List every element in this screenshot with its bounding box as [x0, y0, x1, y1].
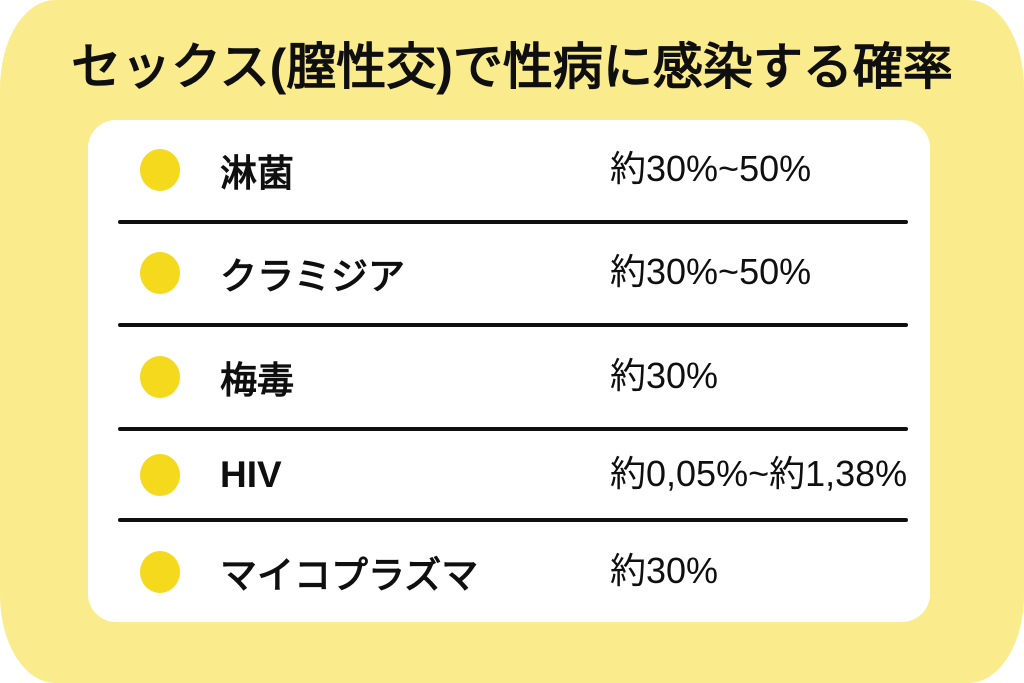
table-row: 淋菌 約30%~50%	[88, 120, 930, 220]
disease-name: 梅毒	[220, 359, 294, 401]
row-divider	[118, 426, 908, 431]
table-row: マイコプラズマ 約30%	[88, 522, 930, 622]
table-row: クラミジア 約30%~50%	[88, 224, 930, 324]
page-title: セックス(膣性交)で性病に感染する確率	[71, 39, 953, 95]
row-divider	[118, 219, 908, 224]
bullet-dot-icon	[140, 252, 180, 295]
disease-name: HIV	[220, 453, 282, 495]
disease-name: マイコプラズマ	[220, 555, 479, 597]
row-divider	[118, 323, 908, 328]
infection-rate: 約30%	[610, 550, 719, 592]
infection-rate: 約30%~50%	[610, 147, 812, 189]
bullet-dot-icon	[140, 355, 180, 398]
infection-rate: 約30%	[610, 354, 719, 396]
bullet-dot-icon	[140, 551, 180, 594]
infection-rate: 約0,05%~約1,38%	[610, 452, 908, 494]
disease-name: クラミジア	[220, 256, 405, 298]
bullet-dot-icon	[140, 148, 180, 191]
table-row: HIV 約0,05%~約1,38%	[88, 431, 930, 519]
bullet-dot-icon	[140, 453, 180, 496]
row-divider	[118, 518, 908, 523]
infection-rate: 約30%~50%	[610, 251, 812, 293]
rates-table-card: 淋菌 約30%~50% クラミジア 約30%~50% 梅毒 約30% HIV 約…	[88, 120, 930, 622]
table-row: 梅毒 約30%	[88, 327, 930, 427]
disease-name: 淋菌	[220, 152, 294, 194]
